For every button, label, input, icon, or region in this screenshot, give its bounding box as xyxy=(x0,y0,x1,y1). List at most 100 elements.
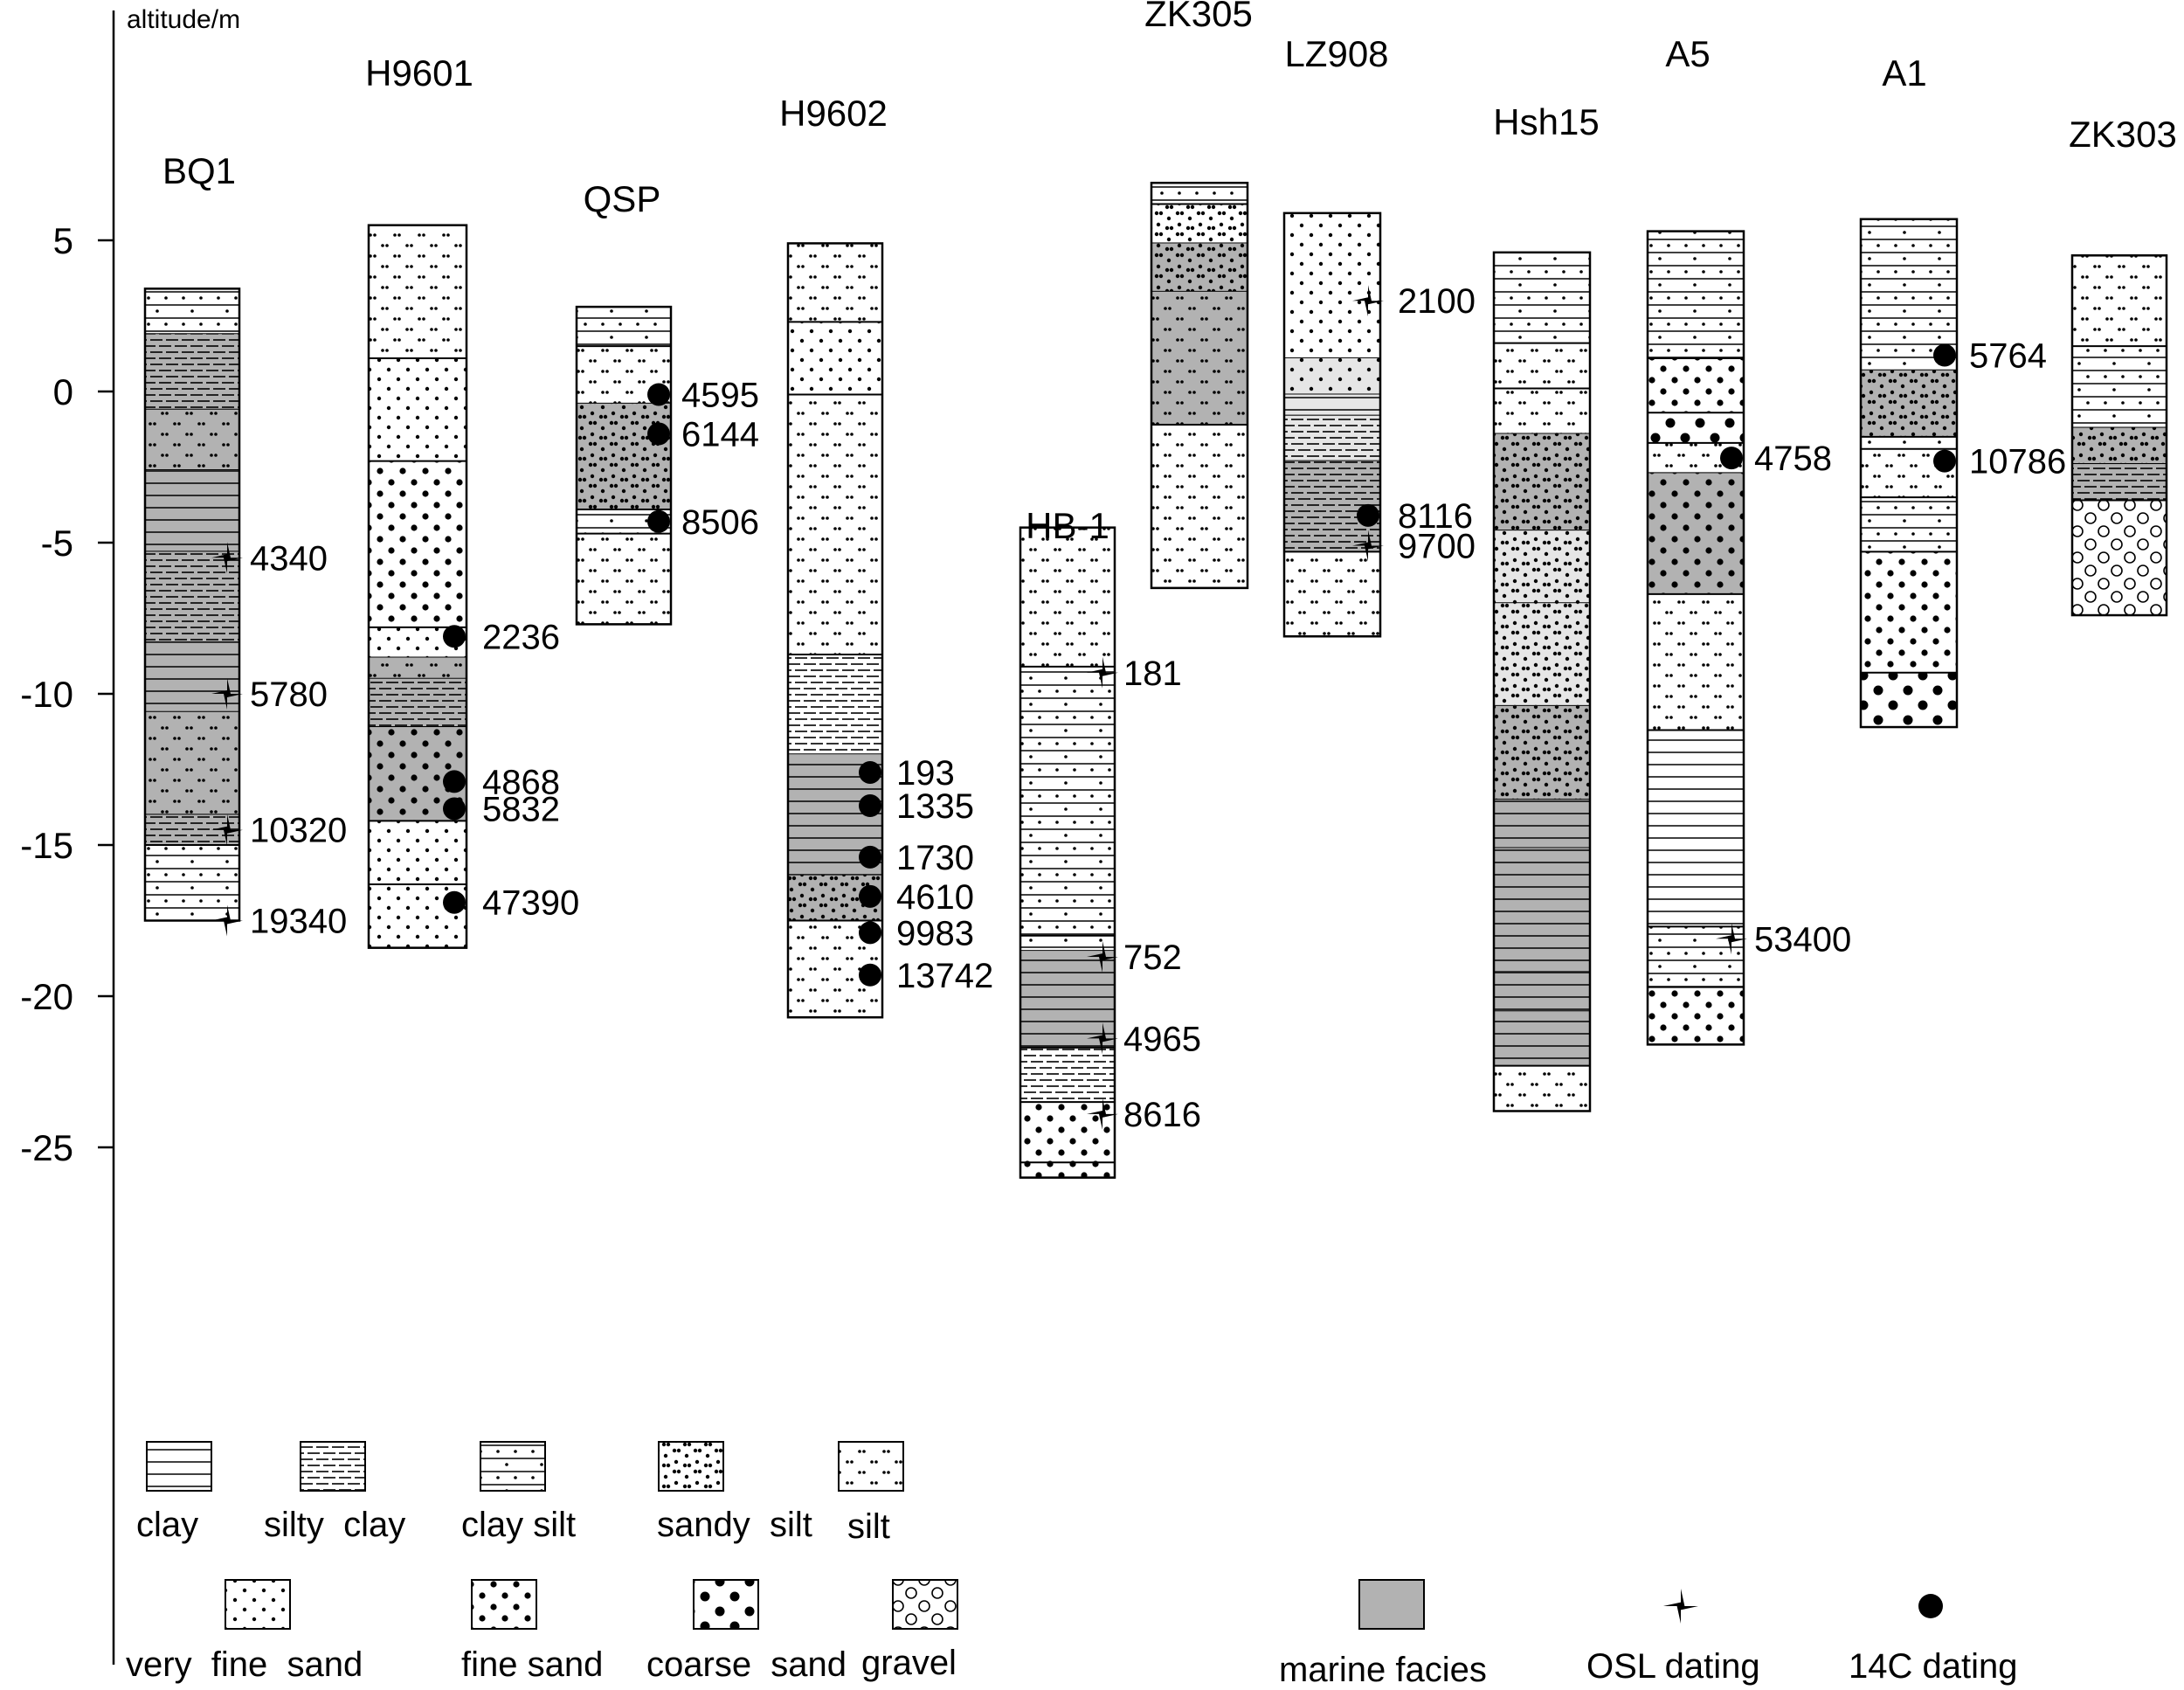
lithology-pattern xyxy=(1648,926,1744,987)
core-layer xyxy=(369,225,467,359)
age-label: 1730 xyxy=(896,839,974,877)
core-name: A5 xyxy=(1665,33,1710,74)
lithology-pattern xyxy=(1861,436,1957,449)
core-layer xyxy=(1284,394,1380,417)
core-layer xyxy=(1648,412,1744,444)
core-layer xyxy=(2072,346,2167,429)
lithology-pattern xyxy=(1861,551,1957,673)
core-layer xyxy=(1020,666,1115,937)
core-name: H9602 xyxy=(779,93,888,134)
legend-item-osl: OSL dating xyxy=(1586,1589,1760,1686)
lithology-pattern xyxy=(145,642,239,712)
lithology-pattern xyxy=(1861,370,1957,437)
lithology-pattern xyxy=(1648,231,1744,358)
core-layer xyxy=(1861,497,1957,553)
lithology-pattern xyxy=(1648,593,1744,731)
lithology-pattern xyxy=(1284,212,1380,358)
core-layer xyxy=(1020,1162,1115,1179)
core-layer xyxy=(1284,415,1380,462)
core-layer xyxy=(145,409,239,471)
lithology-pattern xyxy=(1494,705,1590,800)
legend-swatch xyxy=(892,1579,958,1630)
legend-item-clay: clay xyxy=(136,1441,212,1544)
lithology-pattern xyxy=(1020,1162,1115,1178)
lithology-pattern xyxy=(145,288,239,335)
lithology-pattern xyxy=(1494,800,1590,848)
c14-marker xyxy=(859,845,881,869)
age-label: 1335 xyxy=(896,787,974,826)
lithology-pattern xyxy=(788,243,882,322)
core-layer xyxy=(1494,1065,1590,1112)
legend-label: clay silt xyxy=(461,1506,576,1544)
lithology-pattern xyxy=(1284,357,1380,395)
core-layer xyxy=(1494,530,1590,605)
legend-label: silty clay xyxy=(264,1506,405,1544)
osl-marker xyxy=(211,678,243,710)
c14-marker xyxy=(443,770,466,793)
age-label: 53400 xyxy=(1754,920,1851,959)
core-bq1: BQ1 4340 5780 10320 19340 xyxy=(143,150,347,941)
legend-item-marine: marine facies xyxy=(1279,1579,1487,1689)
legend-osl-icon xyxy=(1663,1589,1698,1624)
age-label: 47390 xyxy=(482,884,579,923)
c14-marker xyxy=(443,797,466,821)
legend-swatch xyxy=(300,1441,366,1492)
core-layer xyxy=(1861,672,1957,729)
core-layer xyxy=(1494,800,1590,849)
axis-tick-label: -5 xyxy=(41,523,73,564)
core-outline xyxy=(1150,182,1249,590)
lithology-pattern xyxy=(2072,255,2167,347)
legend-label: silt xyxy=(847,1507,890,1546)
legend-swatch xyxy=(471,1579,537,1630)
legend-item-14c: 14C dating xyxy=(1849,1594,2017,1686)
lithology-pattern xyxy=(788,322,882,395)
lithology-pattern xyxy=(1151,291,1248,426)
core-layer xyxy=(1020,1047,1115,1104)
age-label: 4610 xyxy=(896,878,974,917)
lithology-pattern xyxy=(145,334,239,410)
lithology-pattern xyxy=(1494,1011,1590,1066)
lithology-pattern xyxy=(145,551,239,643)
lithology-pattern xyxy=(145,469,239,552)
core-layer xyxy=(2072,427,2167,466)
age-label: 13742 xyxy=(896,957,993,995)
lithology-pattern xyxy=(369,657,467,679)
core-layer xyxy=(145,642,239,713)
core-outline xyxy=(1282,211,1382,638)
core-layer xyxy=(577,533,671,626)
core-layer xyxy=(1494,972,1590,1013)
core-outline xyxy=(575,305,673,626)
lithology-pattern xyxy=(2072,346,2167,428)
core-layer xyxy=(1861,370,1957,438)
core-layer xyxy=(1494,343,1590,390)
lithology-pattern xyxy=(145,845,239,921)
core-outline xyxy=(367,224,468,949)
age-label: 8616 xyxy=(1123,1096,1201,1134)
core-layer xyxy=(788,322,882,396)
core-layer xyxy=(1648,593,1744,731)
core-name: QSP xyxy=(584,178,661,219)
core-outline xyxy=(1019,526,1116,1179)
core-layer xyxy=(1494,433,1590,532)
lithology-pattern xyxy=(577,307,671,347)
age-label: 9983 xyxy=(896,914,974,952)
core-layer xyxy=(788,243,882,323)
lithology-pattern xyxy=(1648,473,1744,594)
legend-item-very-fine-sand: very fine sand xyxy=(126,1579,363,1684)
core-layer xyxy=(145,711,239,816)
core-layer xyxy=(788,655,882,756)
lithology-pattern xyxy=(1494,530,1590,604)
core-layer xyxy=(145,469,239,553)
c14-marker xyxy=(443,890,466,914)
core-layer xyxy=(369,821,467,885)
lithology-pattern xyxy=(1151,204,1248,244)
legend-label: coarse sand xyxy=(646,1645,847,1684)
lithology-pattern xyxy=(577,403,671,509)
lithology-pattern xyxy=(1020,666,1115,936)
core-layer xyxy=(1151,425,1248,589)
core-layer xyxy=(1861,551,1957,674)
core-name: H9601 xyxy=(365,52,473,94)
